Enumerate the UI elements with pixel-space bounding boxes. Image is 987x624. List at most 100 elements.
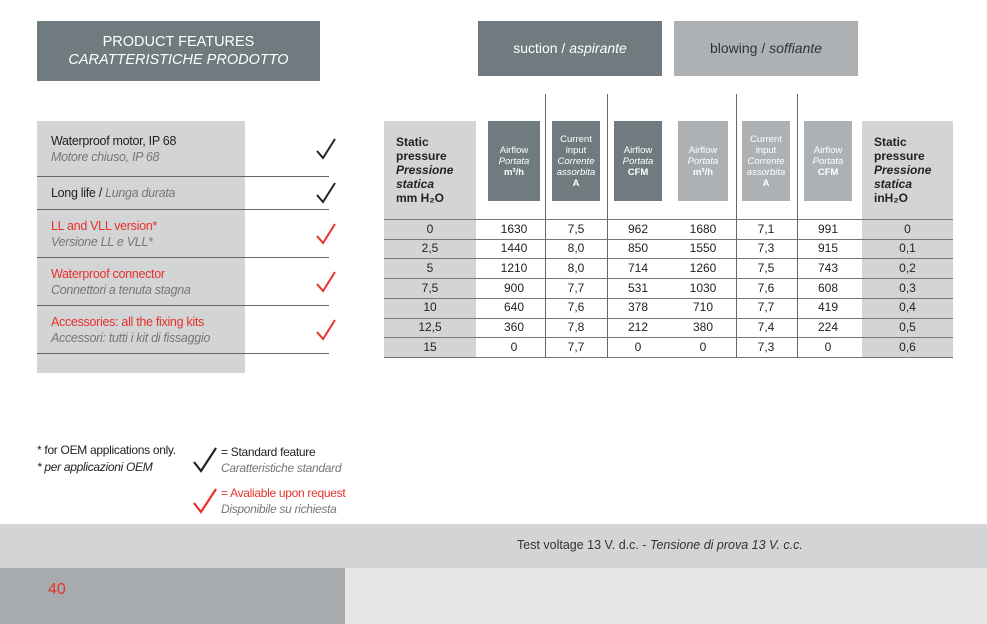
- feature-row: Long life / Lunga durata: [37, 177, 336, 210]
- row-line: [384, 317, 953, 319]
- table-cell: 7,7: [567, 339, 585, 354]
- group-it: aspirante: [569, 40, 627, 56]
- column-header-en: Airflow: [623, 144, 653, 156]
- legend-standard: = Standard feature Caratteristiche stand…: [221, 444, 342, 476]
- table-cell: 640: [503, 300, 525, 315]
- table-cell: 7,3: [757, 339, 775, 354]
- column-header: Airflow Portata m³/h: [488, 121, 540, 201]
- table-cell: 608: [817, 280, 839, 295]
- legend-it: Caratteristiche standard: [221, 461, 342, 475]
- footer-band: Test voltage 13 V. d.c. - Tensione di pr…: [0, 524, 987, 568]
- table-cell: 8,0: [567, 260, 585, 275]
- table-cell: 0: [426, 221, 434, 236]
- note-en: * for OEM applications only.: [37, 443, 176, 457]
- column-header-it: Corrente assorbita: [556, 155, 596, 178]
- note-it: * per applicazioni OEM: [37, 460, 153, 474]
- table-cell: 419: [817, 300, 839, 315]
- column-header-en: Airflow: [688, 144, 718, 156]
- row-line: [384, 337, 953, 339]
- legend-it: Disponibile su richiesta: [221, 502, 337, 516]
- table-cell: 991: [817, 221, 839, 236]
- column-header: Airflow Portata m³/h: [678, 121, 728, 201]
- column-header-it: Portata: [498, 155, 530, 167]
- footer-text: Test voltage 13 V. d.c. - Tensione di pr…: [517, 538, 803, 552]
- legend-check-standard: [193, 447, 217, 473]
- table-cell: 12,5: [418, 320, 442, 334]
- table-cell: 7,8: [567, 320, 585, 334]
- table-cell: 7,5: [567, 221, 585, 236]
- table-cell: 0: [904, 221, 911, 236]
- feature-row: LL and VLL version* Versione LL e VLL*: [37, 210, 336, 258]
- table-cell: 1210: [500, 260, 528, 275]
- column-divider: [545, 94, 546, 357]
- feature-en: Long life /: [51, 186, 102, 200]
- row-line: [384, 219, 953, 220]
- feature-it: Accessori: tutti i kit di fissaggio: [51, 330, 211, 345]
- column-header: Current input Corrente assorbita A: [552, 121, 600, 201]
- row-line: [384, 238, 953, 240]
- table-cell: 0,1: [899, 241, 916, 256]
- feature-en: Waterproof connector: [51, 266, 165, 281]
- column-header-unit: inH₂O: [874, 191, 908, 205]
- features-header: PRODUCT FEATURES CARATTERISTICHE PRODOTT…: [37, 21, 320, 81]
- table-cell: 380: [692, 320, 714, 334]
- column-header-unit: CFM: [817, 166, 839, 178]
- column-header: Airflow Portata CFM: [804, 121, 852, 201]
- table-cell: 962: [627, 221, 649, 236]
- table-cell: 7,5: [757, 260, 775, 275]
- column-header-en: Static pressure: [396, 135, 447, 163]
- group-blowing: blowing / soffiante: [674, 21, 858, 76]
- table: Static pressure Pressione statica mm H₂O Ai…: [384, 94, 953, 358]
- check-request: [316, 222, 336, 245]
- header-it: CARATTERISTICHE PRODOTTO: [68, 52, 289, 68]
- feature-it: Connettori a tenuta stagna: [51, 282, 191, 297]
- table-cell: 1440: [500, 241, 528, 256]
- check-request: [316, 318, 336, 341]
- table-cell: 7,4: [757, 320, 775, 334]
- check-standard: [316, 182, 336, 204]
- group-suction: suction / aspirante: [478, 21, 662, 76]
- table-cell: 7,7: [757, 300, 775, 315]
- page-number: 40: [48, 581, 66, 598]
- notes: * for OEM applications only. * per appli…: [37, 442, 176, 476]
- feature-en: Accessories: all the fixing kits: [51, 314, 204, 329]
- header-en: PRODUCT FEATURES: [102, 34, 255, 50]
- column-header: Airflow Portata CFM: [614, 121, 662, 201]
- column-header: Current input Corrente assorbita A: [742, 121, 790, 201]
- feature-row: Waterproof motor, IP 68 Motore chiuso, IP…: [37, 121, 336, 177]
- table-cell: 1630: [500, 221, 528, 236]
- group-en: blowing /: [709, 40, 766, 56]
- table-cell: 10: [423, 300, 437, 315]
- legend-check-request: [193, 488, 217, 514]
- footer-it: Tensione di prova 13 V. c.c.: [649, 538, 803, 552]
- column-header-unit: A: [762, 177, 770, 189]
- group-en: suction /: [513, 40, 566, 56]
- table-cell: 1550: [689, 241, 717, 256]
- column-divider: [607, 94, 608, 357]
- feature-en: Waterproof motor, IP 68: [51, 133, 177, 148]
- legend-en: = Standard feature: [221, 445, 316, 459]
- column-header-unit: m³/h: [503, 166, 525, 178]
- side-column-bg: [862, 219, 953, 357]
- table-cell: 1260: [689, 260, 717, 275]
- column-header-en: Airflow: [499, 144, 529, 156]
- table-cell: 212: [627, 320, 649, 334]
- column-header: Static pressure Pressione statica mm H₂O: [384, 121, 476, 219]
- column-header: Static pressure Pressione statica inH₂O: [862, 121, 953, 219]
- column-divider: [797, 94, 798, 357]
- features-panel: [37, 121, 245, 373]
- table-cell: 7,1: [757, 221, 775, 236]
- row-line: [384, 297, 953, 299]
- table-cell: 0,6: [899, 339, 916, 354]
- footer-en: Test voltage 13 V. d.c. -: [517, 538, 647, 552]
- column-header-en: Current input: [750, 133, 782, 156]
- legend-en: = Avaliable upon request: [221, 486, 346, 500]
- table-cell: 0,3: [899, 280, 916, 295]
- table-cell: 7,6: [757, 280, 775, 295]
- table-cell: 915: [817, 241, 839, 256]
- column-header-it: Portata: [687, 155, 719, 167]
- group-it: soffiante: [769, 40, 823, 56]
- table-cell: 378: [627, 300, 649, 315]
- column-header-en: Current input: [560, 133, 592, 156]
